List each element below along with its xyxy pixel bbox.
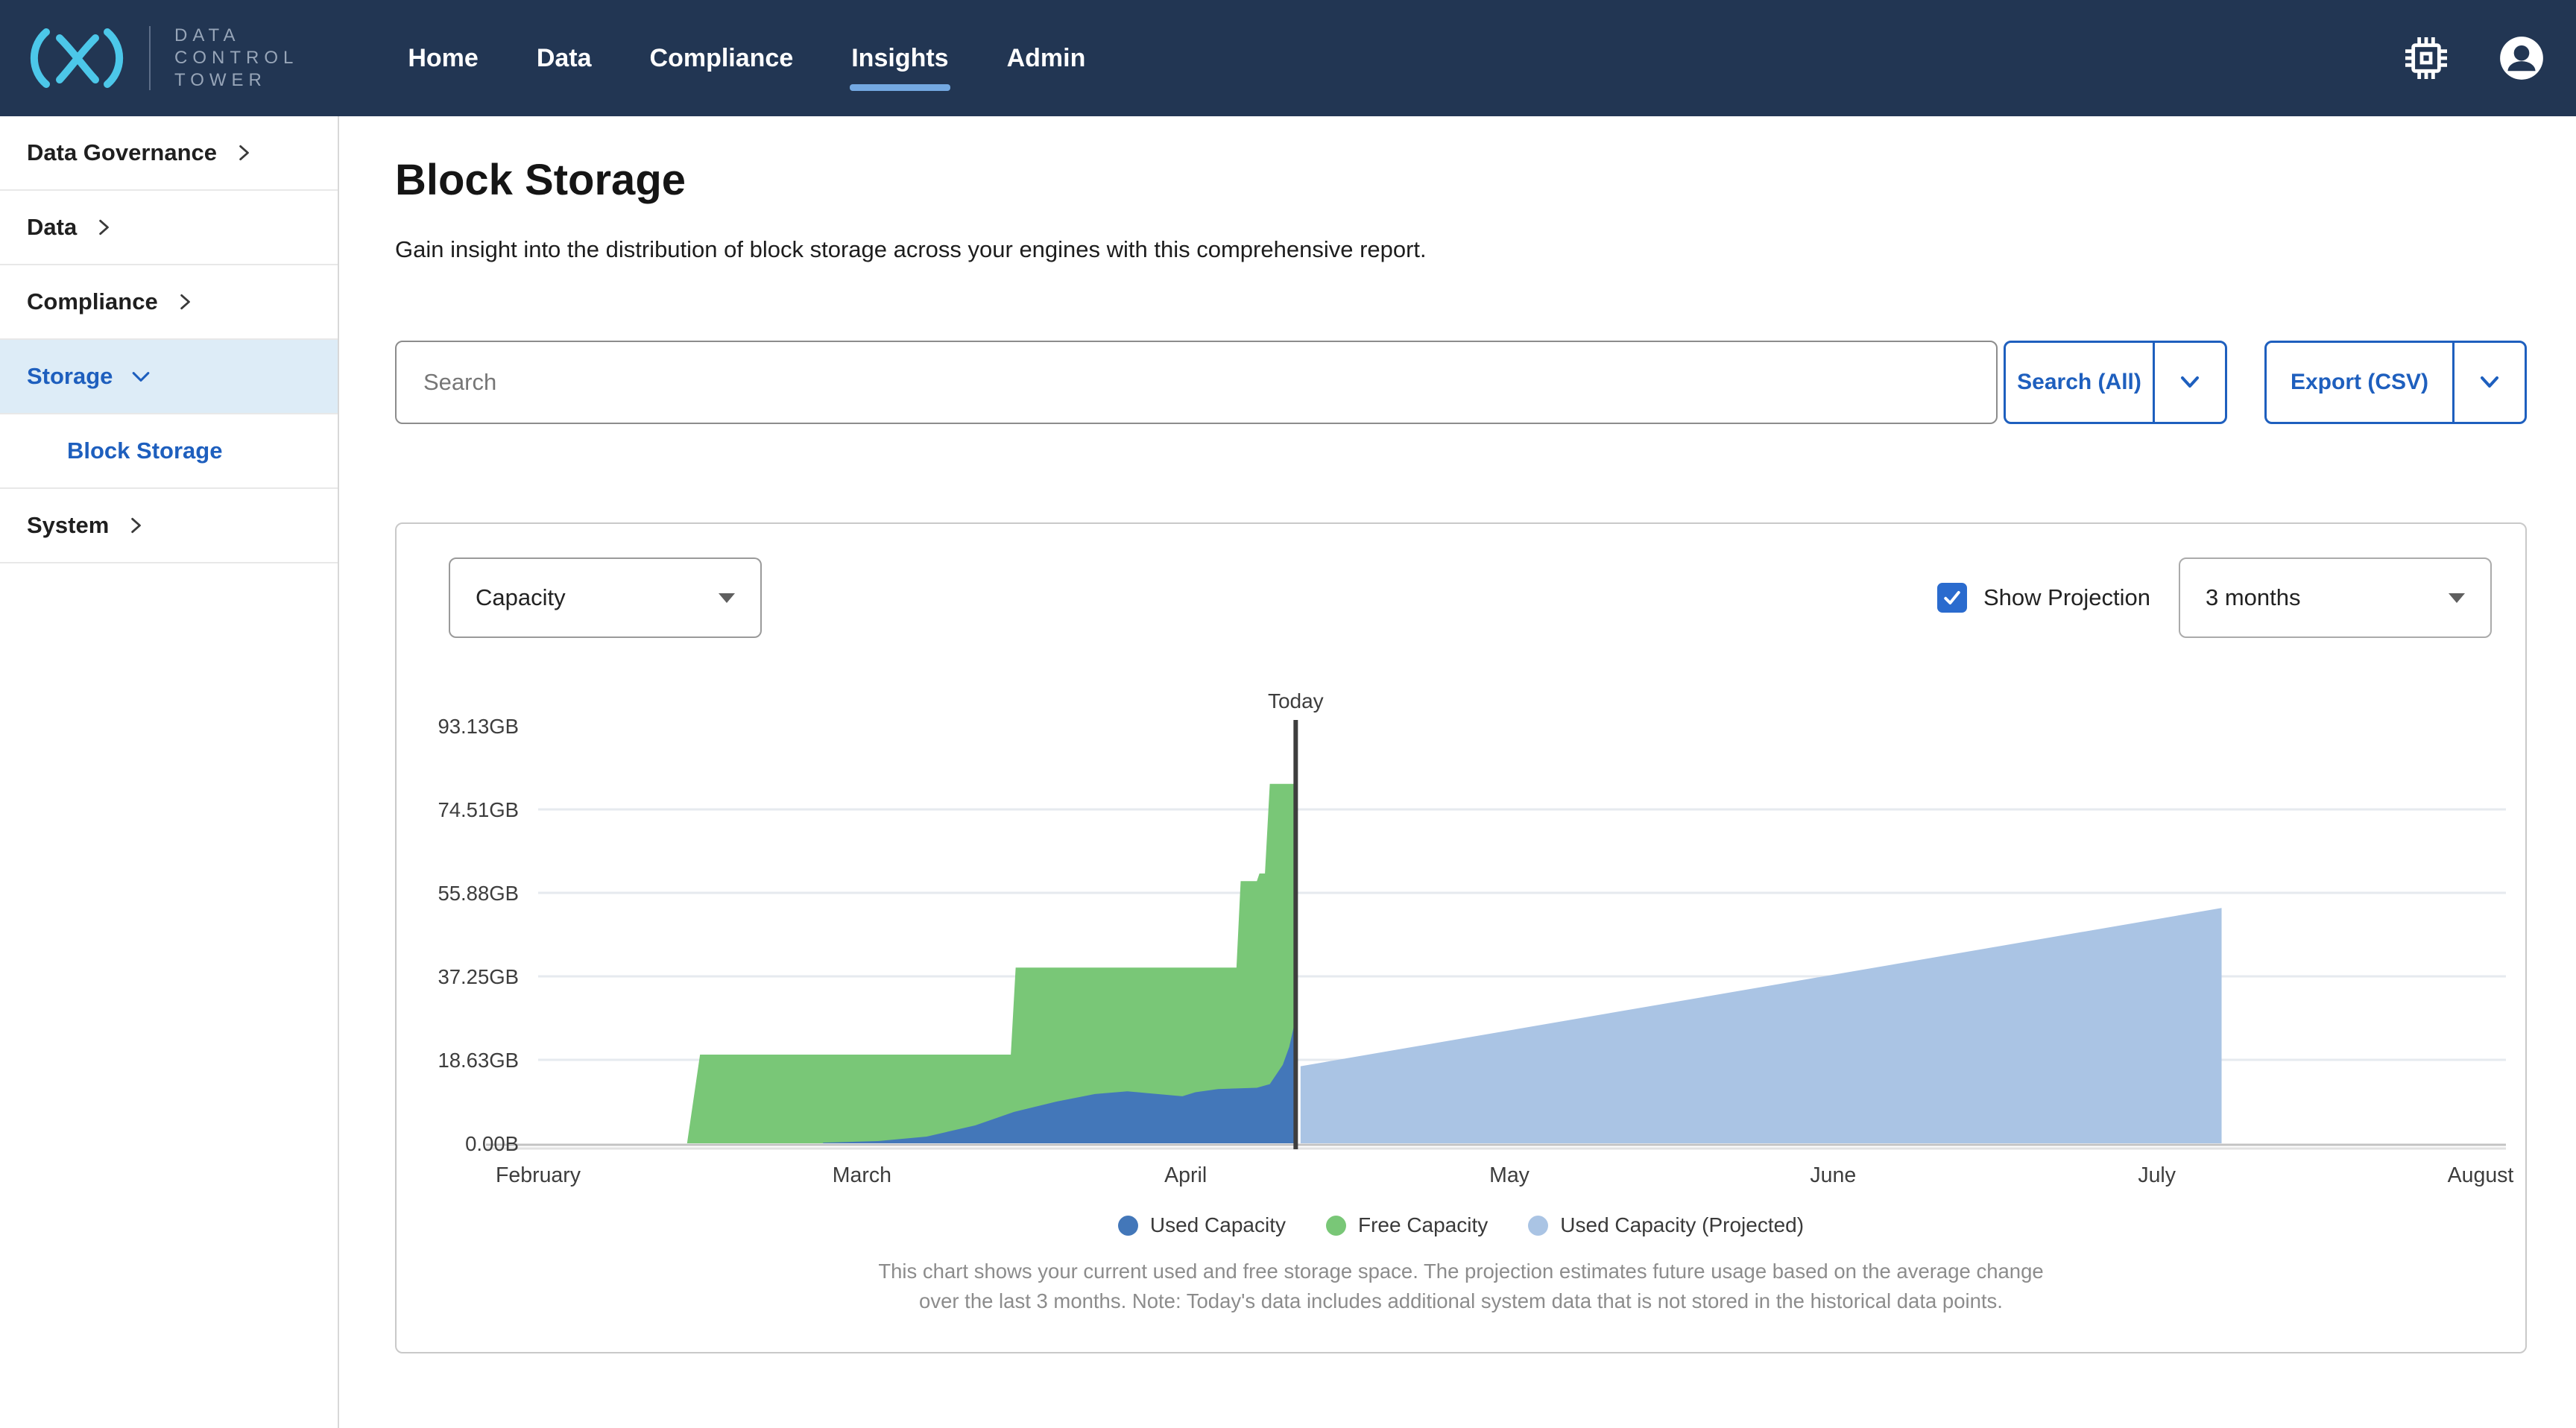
chart-caption: This chart shows your current used and f… [397,1257,2525,1316]
svg-text:August: August [2448,1163,2514,1187]
memory-icon [2405,37,2447,79]
svg-text:June: June [1810,1163,1856,1187]
chevron-right-icon [239,145,249,161]
projected-capacity-dot [1528,1215,1549,1236]
export-csv-button-group: Export (CSV) [2264,341,2527,424]
nav-link-admin[interactable]: Admin [1006,43,1086,72]
range-select[interactable]: 3 months [2179,557,2492,638]
brand-line-2: CONTROL [174,48,299,68]
legend-item-used: Used Capacity [1117,1213,1286,1237]
metric-select[interactable]: Capacity [449,557,762,638]
sidebar-item-system[interactable]: System [0,489,338,563]
legend-item-free: Free Capacity [1325,1213,1489,1237]
check-icon [1944,591,1960,604]
account-circle-icon [2500,37,2543,80]
sidebar: Data Governance Data Compliance Storage … [0,116,339,1428]
svg-text:0.00B: 0.00B [465,1132,519,1155]
free-capacity-dot [1325,1215,1346,1236]
nav-link-compliance[interactable]: Compliance [649,43,794,72]
nav-link-insights[interactable]: Insights [850,37,950,91]
main-content: Block Storage Gain insight into the dist… [339,116,2576,1353]
search-options-dropdown[interactable] [2155,343,2225,422]
chart-caption-line2: over the last 3 months. Note: Today's da… [919,1289,2003,1312]
range-select-value: 3 months [2206,584,2301,610]
active-tab-underline [850,83,950,91]
chart-legend: Used Capacity Free Capacity Used Capacit… [397,1213,2525,1237]
chevron-right-icon [131,517,142,534]
dropdown-caret-icon [719,593,735,603]
svg-text:Today: Today [1268,689,1324,713]
settings-chip-button[interactable] [2402,34,2451,83]
used-capacity-dot [1117,1215,1138,1236]
svg-text:July: July [2138,1163,2176,1187]
navbar-icons [2402,34,2546,83]
chevron-down-icon [2481,376,2498,388]
svg-text:74.51GB: 74.51GB [438,798,519,821]
page-subtitle: Gain insight into the distribution of bl… [395,236,1427,262]
capacity-report-card: Capacity Show Projection 3 months Today 0… [395,522,2527,1353]
show-projection-label: Show Projection [1983,584,2150,610]
brand-line-1: DATA [174,25,241,45]
button-divider [2452,343,2455,422]
sidebar-item-block-storage[interactable]: Block Storage [0,414,338,489]
metric-select-value: Capacity [476,584,566,610]
sidebar-item-compliance[interactable]: Compliance [0,265,338,340]
chart-caption-line1: This chart shows your current used and f… [878,1260,2044,1283]
svg-text:37.25GB: 37.25GB [438,965,519,988]
chevron-down-icon [133,372,150,382]
chart-controls: Capacity Show Projection 3 months [449,557,2492,638]
chevron-right-icon [180,294,190,310]
svg-text:April: April [1164,1163,1207,1187]
sidebar-item-data-governance[interactable]: Data Governance [0,116,338,191]
button-divider [2153,343,2155,422]
brand-divider [149,26,151,90]
svg-text:March: March [833,1163,891,1187]
top-navbar: DATA CONTROL TOWER Home Data Compliance … [0,0,2576,116]
sidebar-item-label: Data [27,214,78,240]
svg-text:May: May [1489,1163,1530,1187]
logo-icon [30,28,124,88]
search-all-button-group: Search (All) [2004,341,2227,424]
export-csv-button[interactable]: Export (CSV) [2290,370,2428,394]
sidebar-item-storage[interactable]: Storage [0,340,338,414]
sidebar-item-label: System [27,512,110,538]
search-input[interactable] [395,341,1998,424]
svg-text:February: February [496,1163,581,1187]
nav-link-insights-label: Insights [851,43,949,72]
primary-nav: Home Data Compliance Insights Admin [406,37,1087,91]
brand-logo: DATA CONTROL TOWER [30,23,298,93]
show-projection-checkbox[interactable] [1936,583,1967,613]
export-options-dropdown[interactable] [2455,343,2525,422]
legend-label: Used Capacity [1149,1213,1286,1236]
capacity-chart: Today 0.00B 18.63GB 37.25GB 55.88GB 74.51GB 93… [438,689,2514,1187]
sidebar-item-label: Storage [27,363,113,389]
chevron-down-icon [2181,376,2199,388]
nav-link-data[interactable]: Data [536,43,592,72]
nav-link-home[interactable]: Home [408,43,479,72]
brand-line-3: TOWER [174,70,267,90]
svg-text:55.88GB: 55.88GB [438,882,519,905]
dropdown-caret-icon [2449,593,2465,603]
legend-label: Free Capacity [1357,1213,1489,1236]
chevron-right-icon [99,219,110,236]
brand-name: DATA CONTROL TOWER [174,25,298,92]
page-title: Block Storage [395,156,686,204]
legend-label: Used Capacity (Projected) [1560,1213,1805,1236]
sidebar-item-label: Data Governance [27,139,217,165]
search-toolbar: Search (All) Export (CSV) [395,341,2527,424]
sidebar-item-data[interactable]: Data [0,191,338,265]
legend-item-projected: Used Capacity (Projected) [1528,1213,1804,1237]
sidebar-item-label: Compliance [27,288,158,315]
svg-text:18.63GB: 18.63GB [438,1049,519,1072]
sidebar-item-label: Block Storage [67,437,223,464]
search-all-button[interactable]: Search (All) [2017,370,2141,394]
svg-text:93.13GB: 93.13GB [438,715,519,738]
profile-button[interactable] [2497,34,2546,83]
